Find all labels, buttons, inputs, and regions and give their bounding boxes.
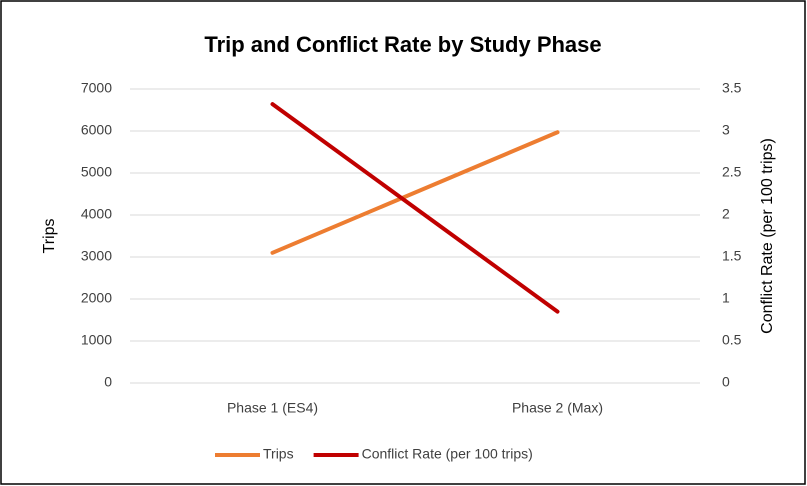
y2-axis-title: Conflict Rate (per 100 trips) bbox=[759, 138, 776, 334]
y-tick-label: 1000 bbox=[81, 332, 112, 348]
x-tick-label: Phase 2 (Max) bbox=[512, 400, 603, 416]
y-tick-label: 7000 bbox=[81, 80, 112, 96]
legend-label: Trips bbox=[263, 446, 294, 462]
y-tick-label: 6000 bbox=[81, 122, 112, 138]
y-axis-title: Trips bbox=[41, 219, 58, 254]
y-tick-label: 5000 bbox=[81, 164, 112, 180]
y-tick-label: 2000 bbox=[81, 290, 112, 306]
y2-tick-label: 1 bbox=[722, 290, 730, 306]
series-line bbox=[270, 102, 560, 314]
y-tick-label: 0 bbox=[104, 374, 112, 390]
y-tick-label: 3000 bbox=[81, 248, 112, 264]
series-line bbox=[270, 130, 560, 255]
y2-tick-label: 2.5 bbox=[722, 164, 742, 180]
y2-tick-label: 3 bbox=[722, 122, 730, 138]
y-tick-label: 4000 bbox=[81, 206, 112, 222]
y2-tick-label: 2 bbox=[722, 206, 730, 222]
chart-title: Trip and Conflict Rate by Study Phase bbox=[204, 32, 601, 57]
x-tick-label: Phase 1 (ES4) bbox=[227, 400, 318, 416]
y2-tick-label: 3.5 bbox=[722, 80, 742, 96]
y2-tick-label: 0 bbox=[722, 374, 730, 390]
legend-label: Conflict Rate (per 100 trips) bbox=[362, 446, 533, 462]
y2-tick-label: 0.5 bbox=[722, 332, 742, 348]
y2-tick-label: 1.5 bbox=[722, 248, 742, 264]
